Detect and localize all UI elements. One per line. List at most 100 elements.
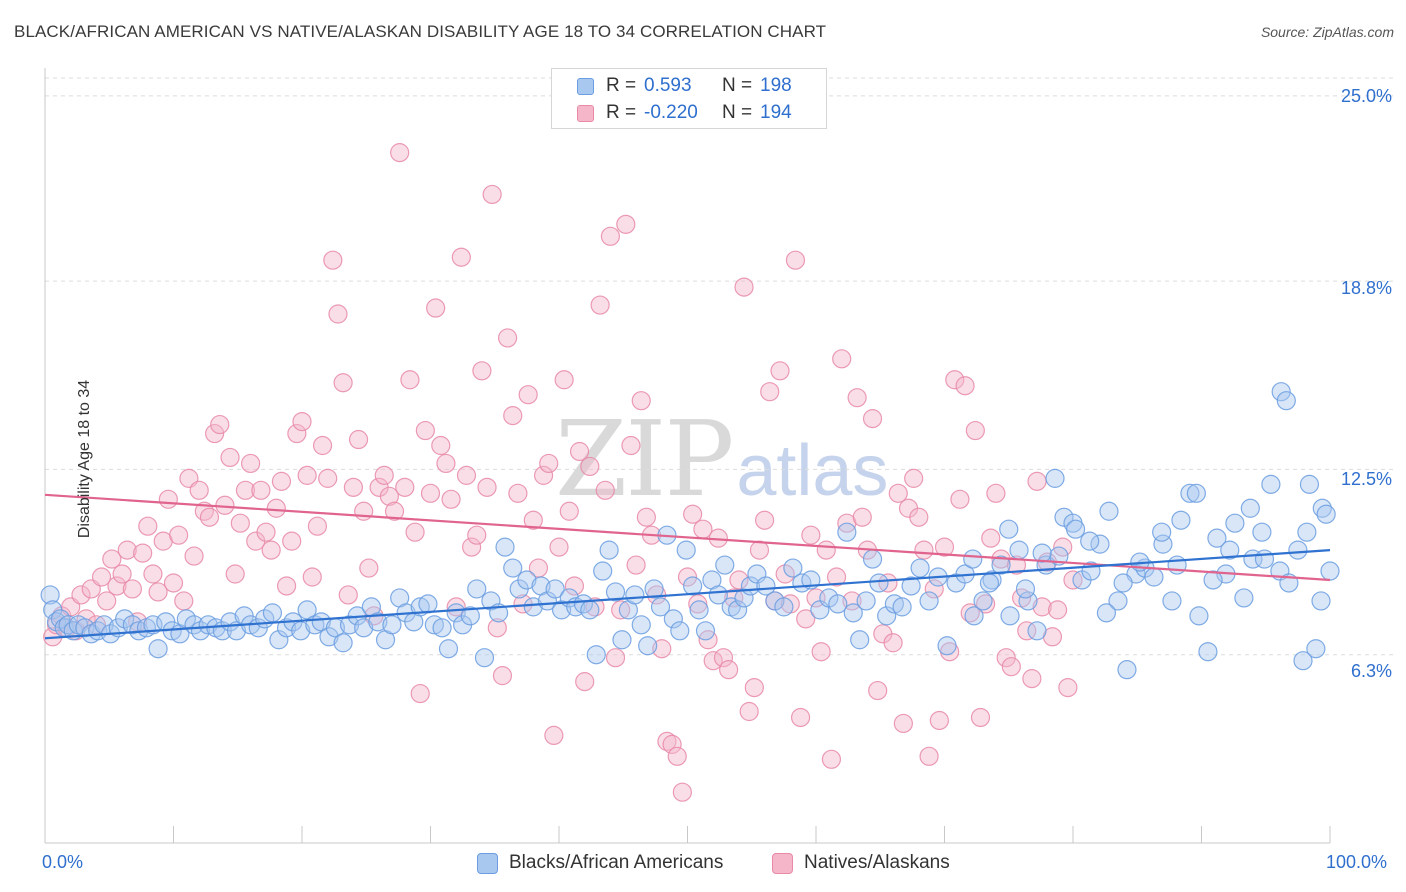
black-point bbox=[877, 606, 897, 626]
black-point bbox=[670, 621, 690, 641]
native-point bbox=[359, 558, 379, 578]
native-point bbox=[307, 516, 328, 536]
black-point bbox=[1080, 531, 1100, 551]
native-point bbox=[713, 648, 734, 668]
black-point bbox=[1000, 606, 1020, 626]
black-point bbox=[580, 600, 600, 620]
native-point bbox=[569, 441, 590, 462]
native-point bbox=[934, 537, 955, 557]
native-point bbox=[595, 480, 615, 500]
native-point bbox=[868, 680, 888, 701]
black-point bbox=[1018, 591, 1038, 611]
native-point bbox=[549, 537, 569, 557]
watermark-atlas: atlas bbox=[736, 431, 889, 511]
black-point bbox=[625, 585, 645, 605]
native-point bbox=[498, 328, 518, 348]
black-point bbox=[843, 603, 863, 623]
legend-item-natives[interactable]: Natives/Alaskans bbox=[772, 852, 950, 874]
native-point bbox=[472, 361, 492, 381]
black-point bbox=[354, 618, 374, 638]
native-point bbox=[533, 465, 554, 485]
black-point bbox=[1297, 522, 1317, 542]
blacks-trend-line bbox=[44, 549, 1331, 640]
native-point bbox=[996, 648, 1016, 668]
black-point bbox=[1027, 621, 1047, 641]
native-point bbox=[904, 468, 924, 488]
black-point bbox=[1316, 504, 1336, 524]
black-point bbox=[1299, 474, 1320, 494]
native-point bbox=[539, 453, 559, 474]
native-point bbox=[965, 420, 985, 441]
x-axis-min-label: 0.0% bbox=[42, 852, 84, 872]
native-point bbox=[117, 540, 137, 560]
series-legend: Blacks/African Americans Natives/Alaskan… bbox=[0, 852, 1406, 876]
black-point bbox=[1276, 391, 1296, 411]
native-point bbox=[852, 507, 872, 527]
native-point bbox=[826, 567, 847, 587]
native-point bbox=[955, 376, 975, 396]
native-point bbox=[749, 540, 770, 560]
native-point bbox=[667, 746, 687, 766]
native-point bbox=[919, 746, 939, 766]
black-point bbox=[689, 600, 709, 620]
black-point bbox=[1015, 579, 1036, 599]
native-point bbox=[564, 576, 585, 596]
native-point bbox=[739, 701, 759, 722]
black-point bbox=[638, 636, 658, 656]
black-point bbox=[756, 576, 776, 596]
native-point bbox=[390, 143, 410, 163]
native-point bbox=[456, 465, 477, 485]
native-point bbox=[97, 591, 117, 611]
native-point bbox=[981, 528, 1001, 548]
native-point bbox=[893, 713, 913, 734]
n-label: N = bbox=[722, 102, 753, 123]
native-point bbox=[184, 546, 204, 566]
black-point bbox=[884, 594, 904, 614]
native-point bbox=[1058, 677, 1078, 698]
native-point bbox=[405, 522, 425, 542]
black-point bbox=[418, 594, 438, 614]
blue-swatch bbox=[477, 852, 498, 874]
black-point bbox=[837, 522, 857, 542]
black-point bbox=[1207, 528, 1227, 548]
black-point bbox=[517, 570, 537, 590]
black-point bbox=[650, 597, 671, 617]
native-point bbox=[426, 298, 446, 318]
black-point bbox=[1186, 483, 1206, 503]
legend-item-blacks[interactable]: Blacks/African Americans bbox=[477, 852, 723, 874]
black-point bbox=[869, 573, 889, 593]
native-point bbox=[734, 277, 754, 297]
native-point bbox=[379, 486, 399, 506]
black-point bbox=[1152, 522, 1172, 542]
native-point bbox=[158, 489, 178, 509]
native-point bbox=[729, 570, 749, 590]
black-point bbox=[663, 609, 683, 629]
black-point bbox=[973, 591, 993, 611]
native-point bbox=[811, 642, 831, 662]
native-point bbox=[1032, 597, 1052, 617]
native-point bbox=[400, 370, 420, 390]
native-point bbox=[102, 549, 122, 569]
native-point bbox=[328, 304, 348, 324]
black-point bbox=[856, 591, 876, 611]
native-point bbox=[210, 414, 230, 435]
native-point bbox=[662, 734, 682, 754]
native-point bbox=[976, 594, 996, 614]
native-point bbox=[672, 782, 692, 802]
native-point bbox=[312, 435, 333, 456]
native-point bbox=[199, 507, 220, 527]
black-point bbox=[1096, 603, 1117, 623]
black-point bbox=[58, 615, 78, 635]
black-point bbox=[1144, 567, 1164, 587]
native-point bbox=[189, 480, 209, 500]
n-value: 198 bbox=[760, 75, 792, 96]
black-point bbox=[783, 558, 803, 578]
native-point bbox=[482, 184, 502, 205]
native-point bbox=[143, 564, 163, 584]
native-point bbox=[914, 540, 934, 560]
black-point bbox=[1198, 642, 1218, 662]
y-tick-label: 25.0% bbox=[1340, 86, 1392, 106]
native-point bbox=[384, 501, 405, 521]
black-point bbox=[1254, 549, 1275, 569]
